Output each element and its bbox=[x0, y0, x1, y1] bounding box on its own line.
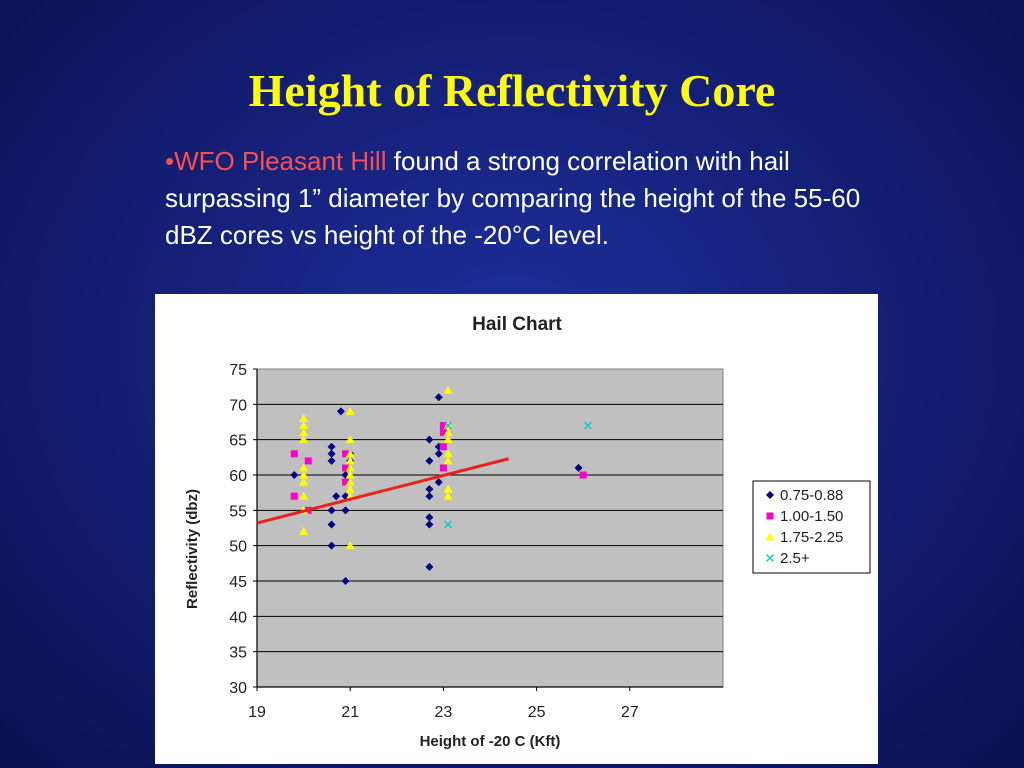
data-point bbox=[574, 463, 583, 472]
data-point bbox=[434, 478, 443, 487]
data-point bbox=[443, 428, 453, 437]
data-point bbox=[290, 471, 299, 479]
y-tick-label: 30 bbox=[229, 680, 247, 697]
bullet-highlight: WFO Pleasant Hill bbox=[174, 146, 387, 176]
data-point bbox=[299, 477, 309, 486]
plot-area bbox=[256, 368, 724, 688]
x-tick-label: 21 bbox=[341, 704, 359, 721]
y-tick-label: 45 bbox=[229, 574, 247, 591]
data-point bbox=[345, 477, 355, 486]
data-point bbox=[299, 470, 309, 479]
y-tick-label: 35 bbox=[229, 645, 247, 662]
data-point bbox=[345, 484, 355, 493]
bullet-marker: • bbox=[165, 146, 175, 176]
data-point bbox=[342, 464, 350, 472]
legend-marker bbox=[765, 532, 775, 541]
data-point bbox=[299, 435, 309, 444]
legend-entry: 1.75-2.25 bbox=[780, 529, 843, 546]
x-tick-label: 23 bbox=[435, 704, 453, 721]
data-point bbox=[327, 456, 336, 465]
data-point bbox=[327, 442, 336, 451]
data-point bbox=[444, 421, 453, 430]
data-point bbox=[443, 484, 453, 493]
data-point bbox=[443, 491, 453, 500]
x-axis-label: Height of -20 C (Kft) bbox=[420, 733, 561, 750]
data-point bbox=[341, 577, 350, 585]
chart-title: Hail Chart bbox=[472, 314, 562, 335]
data-point bbox=[425, 562, 434, 571]
y-tick-label: 50 bbox=[229, 539, 247, 556]
data-point bbox=[327, 449, 336, 458]
data-point bbox=[345, 470, 355, 479]
y-tick-label: 70 bbox=[229, 397, 247, 414]
data-point bbox=[304, 457, 312, 465]
data-point bbox=[425, 456, 434, 465]
data-point bbox=[434, 393, 443, 402]
data-point bbox=[439, 422, 447, 430]
data-point bbox=[327, 520, 336, 529]
legend-entry: 2.5+ bbox=[780, 550, 810, 567]
legend-marker bbox=[766, 512, 774, 520]
data-point bbox=[327, 506, 336, 515]
trend-line bbox=[256, 457, 510, 525]
data-point bbox=[425, 492, 434, 501]
hail-chart-panel: Hail Chart 30 35 40 45 50 55 60 65 70 75 19 21 23 25 2… bbox=[155, 294, 878, 764]
x-tick-label: 25 bbox=[528, 704, 546, 721]
data-point bbox=[345, 456, 355, 465]
data-point bbox=[336, 407, 345, 416]
data-point bbox=[299, 428, 309, 437]
data-point bbox=[299, 527, 309, 536]
data-point bbox=[425, 520, 434, 529]
data-point bbox=[443, 449, 453, 458]
legend-entry: 1.00-1.50 bbox=[780, 508, 843, 525]
data-point bbox=[299, 491, 309, 500]
data-point bbox=[341, 506, 350, 515]
data-point bbox=[425, 435, 434, 444]
data-point bbox=[345, 449, 355, 458]
data-point bbox=[342, 450, 350, 458]
y-tick-label: 65 bbox=[229, 433, 247, 450]
slide-bullet-text: •WFO Pleasant Hill found a strong correl… bbox=[165, 143, 865, 254]
slide-title: Height of Reflectivity Core bbox=[248, 65, 776, 116]
data-point bbox=[439, 443, 447, 451]
data-point bbox=[443, 456, 453, 465]
data-point bbox=[345, 541, 355, 550]
data-point bbox=[443, 385, 453, 394]
x-tick-label: 27 bbox=[621, 704, 639, 721]
data-point bbox=[444, 520, 453, 529]
data-point bbox=[332, 492, 341, 501]
data-point bbox=[583, 421, 592, 430]
data-point bbox=[345, 435, 355, 444]
hail-chart: Hail Chart 30 35 40 45 50 55 60 65 70 75 19 21 23 25 2… bbox=[184, 314, 871, 750]
data-point bbox=[327, 541, 336, 550]
data-point bbox=[443, 435, 453, 444]
data-point bbox=[290, 492, 298, 500]
data-point bbox=[425, 485, 434, 494]
data-point bbox=[290, 450, 298, 458]
data-point bbox=[342, 478, 350, 486]
data-point bbox=[345, 463, 355, 472]
data-point bbox=[439, 464, 447, 472]
y-tick-label: 75 bbox=[229, 362, 247, 379]
data-point bbox=[579, 471, 587, 479]
data-point bbox=[299, 421, 309, 430]
data-point bbox=[345, 406, 355, 415]
legend-entry: 0.75-0.88 bbox=[780, 487, 843, 504]
data-point bbox=[425, 513, 434, 522]
y-tick-label: 60 bbox=[229, 468, 247, 485]
y-axis-label: Reflectivity (dbz) bbox=[184, 489, 201, 609]
data-point bbox=[434, 449, 443, 458]
x-tick-label: 19 bbox=[248, 704, 266, 721]
data-point bbox=[439, 429, 447, 437]
bullet-body: found a strong correlation with hail sur… bbox=[165, 146, 861, 250]
y-tick-label: 55 bbox=[229, 503, 247, 520]
legend-marker bbox=[766, 491, 774, 499]
y-tick-label: 40 bbox=[229, 609, 247, 626]
data-point bbox=[299, 413, 309, 422]
data-point bbox=[299, 463, 309, 472]
chart-legend: 0.75-0.88 1.00-1.50 1.75-2.25 2.5+ bbox=[752, 480, 871, 574]
legend-marker bbox=[766, 554, 774, 562]
